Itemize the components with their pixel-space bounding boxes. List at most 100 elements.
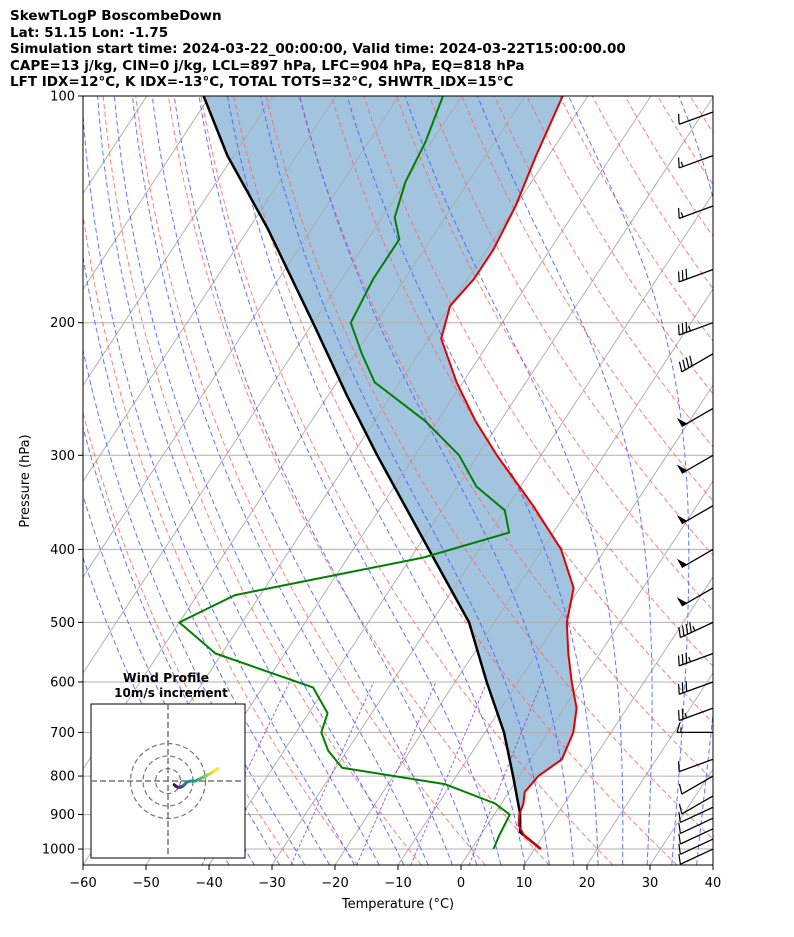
x-tick-label: −40 [195, 876, 222, 891]
dry-adiabat [83, 410, 294, 865]
dry-adiabat [363, 96, 713, 667]
barb-staff [678, 322, 714, 336]
wind-barb [678, 838, 714, 855]
wind-barb [677, 681, 714, 695]
barb-staff [680, 838, 714, 855]
barb-flag [689, 355, 693, 366]
barb-staff [678, 758, 714, 773]
barb-flag [677, 271, 680, 282]
x-tick-label: −30 [258, 876, 285, 891]
moist-adiabat [260, 96, 550, 865]
wind-barb [676, 407, 714, 428]
wind-barb [676, 454, 714, 474]
barb-flag [685, 623, 689, 635]
chart-title: SkewTLogP BoscombeDown [10, 8, 222, 24]
dry-adiabat [102, 96, 422, 865]
hodograph-segment [212, 767, 220, 773]
dry-adiabat [723, 96, 794, 865]
barb-flag [681, 625, 685, 636]
dry-adiabat [265, 96, 713, 840]
x-tick-label: 30 [642, 876, 659, 891]
isotherm [208, 96, 713, 865]
barb-flag [685, 681, 688, 692]
moist-adiabat [83, 555, 230, 865]
barb-flag [678, 803, 683, 815]
mixing-ratio-line [468, 681, 543, 865]
barb-half-flag [684, 712, 688, 718]
mixing-ratio-line [410, 681, 488, 865]
barb-flag [677, 157, 680, 168]
moist-adiabat [83, 107, 355, 865]
barb-pennant [676, 597, 688, 606]
y-tick-label: 200 [50, 316, 75, 331]
wind-barb [677, 155, 714, 169]
y-tick-label: 900 [50, 808, 75, 823]
barb-flag [677, 761, 680, 772]
isotherm [83, 96, 463, 674]
barb-flag [682, 359, 686, 370]
moist-adiabat [97, 96, 380, 865]
y-tick-label: 300 [50, 449, 75, 464]
barb-half-flag [688, 656, 692, 662]
y-tick-label: 600 [50, 675, 75, 690]
barb-flag [677, 710, 680, 721]
barb-flag [681, 323, 684, 334]
barb-pennant [676, 558, 688, 568]
y-tick-label: 1000 [42, 843, 75, 858]
barb-half-flag [680, 161, 684, 167]
barb-flag [676, 722, 681, 733]
x-tick-label: −60 [69, 876, 96, 891]
barb-staff [681, 775, 714, 795]
barb-flag [678, 627, 681, 638]
barb-flag [685, 652, 688, 664]
barb-flag [678, 812, 681, 823]
barb-pennant [676, 417, 688, 427]
hodograph-inset: Wind Profile 10m/s increment [90, 670, 246, 859]
barb-pennant [676, 515, 688, 524]
moist-adiabat [678, 96, 713, 865]
dry-adiabat [755, 96, 794, 865]
barb-pennant [676, 464, 688, 474]
wind-barb [677, 268, 714, 283]
moist-adiabat [404, 96, 624, 865]
dry-adiabat [200, 96, 614, 865]
barb-half-flag [688, 325, 692, 332]
moist-adiabat [568, 96, 690, 865]
barb-flag [677, 113, 680, 125]
dewpoint-line [178, 96, 511, 850]
barb-flag [689, 622, 692, 633]
barb-staff [678, 707, 714, 722]
isotherm [523, 576, 713, 865]
time-line: Simulation start time: 2024-03-22_00:00:… [10, 41, 626, 57]
moist-adiabat [83, 253, 331, 865]
barb-flag [677, 683, 680, 695]
moist-adiabat [299, 96, 575, 865]
y-axis-label: Pressure (hPa) [18, 434, 33, 527]
isotherm [649, 768, 713, 865]
parcel-line [202, 96, 542, 850]
barb-flag [678, 361, 683, 372]
hodograph-title: Wind Profile [123, 670, 209, 685]
y-tick-label: 100 [50, 90, 75, 105]
isotherm [712, 864, 713, 865]
wind-barb [676, 587, 714, 607]
barb-flag [685, 321, 688, 333]
wind-barb [678, 621, 714, 639]
moist-adiabat [113, 96, 405, 865]
isotherm [271, 192, 713, 865]
x-tick-label: −10 [384, 876, 411, 891]
moist-adiabat [346, 96, 599, 865]
barb-flag [685, 268, 688, 280]
barb-staff [678, 268, 714, 283]
isotherm [83, 96, 400, 578]
isotherm [83, 96, 211, 291]
dry-adiabat [83, 211, 358, 865]
x-tick-label: 10 [516, 876, 533, 891]
moist-adiabat [83, 347, 306, 865]
indices-line-2: LFT IDX=12°C, K IDX=-13°C, TOTAL TOTS=32… [10, 74, 514, 90]
moist-adiabat [721, 96, 794, 865]
barb-flag [681, 708, 684, 720]
barb-half-flag [692, 626, 696, 632]
dry-adiabat [167, 96, 550, 865]
moist-adiabat [746, 96, 794, 865]
